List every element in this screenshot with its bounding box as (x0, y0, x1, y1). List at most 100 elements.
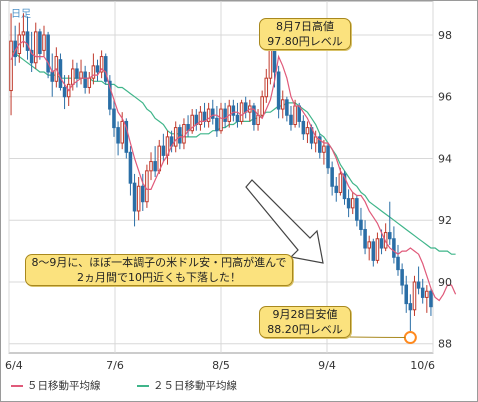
candle (355, 195, 359, 227)
candle (350, 192, 355, 215)
candle-body (276, 71, 281, 110)
candle-body (272, 49, 277, 73)
candle-body (301, 120, 306, 135)
candle-body (396, 256, 400, 271)
candle-body (400, 269, 404, 286)
candle-body (408, 303, 413, 311)
candlestick-chart: 98 96 94 92 90 88 6/4 7/6 8/5 9/4 10/6 (5, 1, 457, 372)
candle-body (392, 238, 396, 258)
callout-low: 9月28日安値 88.20円レベル (259, 306, 351, 338)
candle (276, 65, 281, 119)
x-tick-label: 7/6 (106, 359, 124, 372)
candle (400, 263, 404, 295)
candle (62, 75, 67, 110)
candle-body (322, 145, 326, 153)
candle (215, 105, 219, 137)
candle (231, 99, 236, 122)
candle-body (305, 127, 310, 135)
candle (186, 115, 190, 137)
candle (33, 22, 38, 69)
candle-body (388, 232, 392, 240)
candle (145, 164, 149, 208)
candle-body (293, 105, 297, 126)
candle (79, 59, 83, 85)
y-tick-label: 90 (438, 276, 452, 289)
candle-body (99, 56, 104, 73)
candle-body (46, 34, 50, 73)
candle (243, 96, 248, 119)
candle-body (108, 80, 112, 110)
y-tick-label: 94 (438, 152, 452, 165)
y-tick-label: 96 (438, 91, 452, 104)
candle (322, 139, 326, 165)
candle (404, 275, 409, 313)
candle (305, 121, 310, 144)
candle-body (363, 228, 367, 249)
candle-body (429, 290, 433, 308)
candle-body (79, 71, 83, 79)
candle-body (178, 127, 182, 144)
candle (326, 143, 330, 174)
candle (425, 285, 429, 313)
candle (165, 130, 170, 165)
candle (149, 152, 153, 181)
candle (383, 223, 388, 252)
candle-body (375, 238, 380, 261)
candle (29, 31, 34, 73)
candle (248, 99, 252, 122)
candle (75, 62, 79, 88)
candle (112, 99, 116, 137)
candle-body (215, 117, 219, 132)
callout-trend-line-2: 2ヵ月間で10円近くも下落した！ (77, 271, 241, 284)
low-pointer (348, 336, 406, 339)
candle-body (342, 173, 347, 200)
candle-body (29, 49, 34, 64)
candle (83, 65, 87, 94)
candle (264, 68, 269, 103)
candle-body (50, 71, 54, 82)
candle (289, 105, 293, 131)
ma5-line (10, 40, 457, 302)
candle-body (334, 185, 339, 193)
candle-body (346, 198, 351, 209)
candle-body (173, 127, 178, 147)
candle-body (260, 96, 264, 116)
candle-body (379, 238, 384, 249)
candle (239, 99, 244, 125)
candle-body (33, 31, 38, 64)
candle (252, 102, 256, 131)
candle (206, 102, 211, 128)
legend-swatch-ma5 (11, 385, 23, 387)
ma5-layer (10, 40, 457, 302)
callout-high-line-1: 8月7日高値 (276, 20, 334, 33)
candle (223, 102, 227, 128)
candle (194, 109, 199, 131)
candle-body (338, 173, 343, 193)
candle-body (190, 114, 194, 132)
candle-body (21, 31, 26, 36)
legend-label-ma5: ５日移動平均線 (27, 380, 101, 392)
candle (46, 31, 50, 79)
candle-body (231, 105, 236, 116)
candle (359, 207, 363, 236)
callout-high-line-2: 97.80円レベル (267, 35, 343, 48)
candle-body (350, 198, 355, 209)
candle (50, 53, 54, 97)
trend-arrow-shape (245, 179, 324, 264)
candle-body (182, 124, 186, 144)
candle (280, 90, 285, 119)
candle (136, 177, 141, 221)
candle-body (25, 31, 30, 51)
candle (99, 50, 104, 79)
y-tick-label: 98 (438, 29, 452, 42)
candle-body (210, 108, 215, 119)
candle (38, 28, 42, 60)
candle (128, 146, 133, 196)
candle (330, 161, 334, 196)
candle-body (235, 114, 240, 122)
candle (124, 118, 129, 159)
candle (54, 47, 59, 88)
candle (408, 294, 413, 338)
candle (58, 53, 63, 91)
